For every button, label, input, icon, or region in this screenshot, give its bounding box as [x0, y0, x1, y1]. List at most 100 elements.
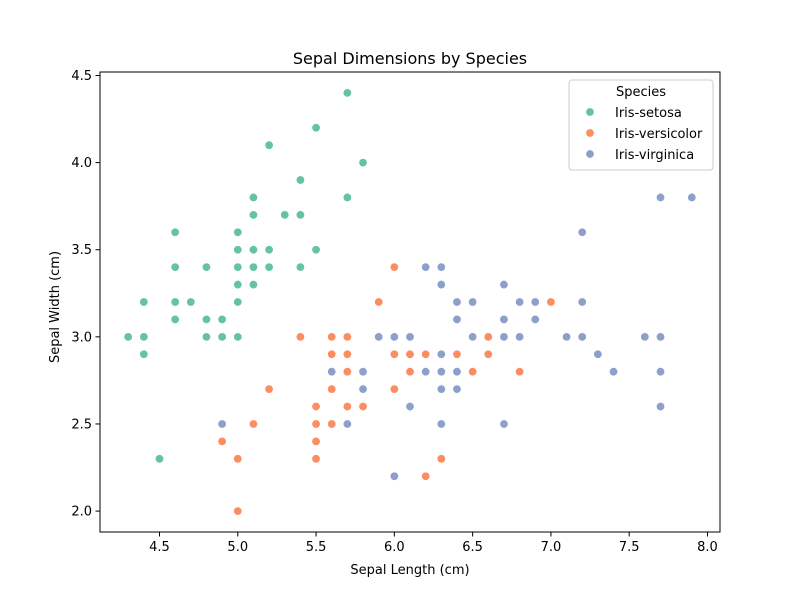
data-point	[687, 192, 697, 202]
data-point	[562, 332, 572, 342]
data-point	[358, 367, 368, 377]
data-point	[405, 367, 415, 377]
legend-marker	[585, 149, 595, 159]
data-point	[264, 245, 274, 255]
data-point	[139, 332, 149, 342]
data-point	[264, 384, 274, 394]
data-point	[248, 192, 258, 202]
data-point	[593, 349, 603, 359]
legend-label: Iris-versicolor	[615, 127, 703, 142]
legend: Species Iris-setosa Iris-versicolor Iris-v…	[568, 79, 714, 171]
data-point	[342, 192, 352, 202]
data-point	[389, 332, 399, 342]
data-point	[248, 262, 258, 272]
y-tick-label: 3.5	[71, 243, 92, 258]
data-point	[483, 349, 493, 359]
data-point	[311, 123, 321, 133]
data-point	[248, 419, 258, 429]
data-point	[342, 88, 352, 98]
data-point	[499, 280, 509, 290]
data-point	[248, 245, 258, 255]
y-tick-label: 3.0	[71, 330, 92, 345]
data-point	[154, 454, 164, 464]
data-point	[436, 384, 446, 394]
data-point	[311, 436, 321, 446]
y-tick-label: 2.0	[71, 505, 92, 520]
plot-area	[99, 71, 721, 533]
legend-title: Species	[616, 85, 666, 100]
legend-label: Iris-virginica	[615, 148, 694, 163]
data-point	[421, 367, 431, 377]
data-point	[311, 419, 321, 429]
legend-label: Iris-setosa	[615, 106, 682, 121]
data-point	[233, 332, 243, 342]
data-point	[421, 349, 431, 359]
data-point	[217, 314, 227, 324]
x-tick-label: 6.5	[462, 540, 483, 555]
data-point	[311, 402, 321, 412]
data-point	[342, 402, 352, 412]
data-point	[452, 367, 462, 377]
data-point	[170, 314, 180, 324]
data-point	[342, 332, 352, 342]
data-point	[186, 297, 196, 307]
data-point	[515, 367, 525, 377]
data-point	[170, 262, 180, 272]
x-tick-label: 7.5	[619, 540, 640, 555]
data-point	[342, 367, 352, 377]
data-point	[123, 332, 133, 342]
data-point	[342, 349, 352, 359]
data-point	[280, 210, 290, 220]
x-tick-label: 4.5	[149, 540, 170, 555]
legend-marker	[585, 107, 595, 117]
data-point	[452, 384, 462, 394]
y-tick-label: 4.0	[71, 156, 92, 171]
data-point	[295, 210, 305, 220]
data-point	[515, 332, 525, 342]
data-point	[170, 227, 180, 237]
chart-title: Sepal Dimensions by Species	[293, 49, 527, 68]
data-point	[217, 419, 227, 429]
data-point	[389, 384, 399, 394]
data-point	[139, 349, 149, 359]
data-point	[233, 227, 243, 237]
data-point	[311, 454, 321, 464]
data-point	[577, 332, 587, 342]
data-point	[499, 332, 509, 342]
data-point	[389, 471, 399, 481]
data-point	[405, 402, 415, 412]
data-point	[358, 384, 368, 394]
data-point	[201, 314, 211, 324]
data-point	[640, 332, 650, 342]
plot-frame	[99, 71, 721, 533]
data-point	[452, 297, 462, 307]
legend-marker	[585, 128, 595, 138]
data-point	[436, 349, 446, 359]
x-tick-label: 5.0	[227, 540, 248, 555]
data-point	[499, 314, 509, 324]
data-point	[656, 332, 666, 342]
data-point	[217, 332, 227, 342]
data-point	[656, 402, 666, 412]
data-point	[264, 262, 274, 272]
x-tick-label: 7.0	[541, 540, 562, 555]
data-point	[530, 314, 540, 324]
data-point	[327, 332, 337, 342]
data-point	[358, 158, 368, 168]
data-point	[656, 192, 666, 202]
data-point	[327, 419, 337, 429]
data-point	[342, 419, 352, 429]
data-point	[468, 367, 478, 377]
data-point	[405, 349, 415, 359]
data-point	[295, 175, 305, 185]
data-point	[233, 280, 243, 290]
data-point	[374, 332, 384, 342]
data-point	[389, 349, 399, 359]
data-point	[515, 297, 525, 307]
series-iris-setosa	[123, 88, 368, 464]
data-point	[217, 436, 227, 446]
data-point	[483, 332, 493, 342]
data-point	[452, 349, 462, 359]
x-tick-label: 5.5	[306, 540, 327, 555]
